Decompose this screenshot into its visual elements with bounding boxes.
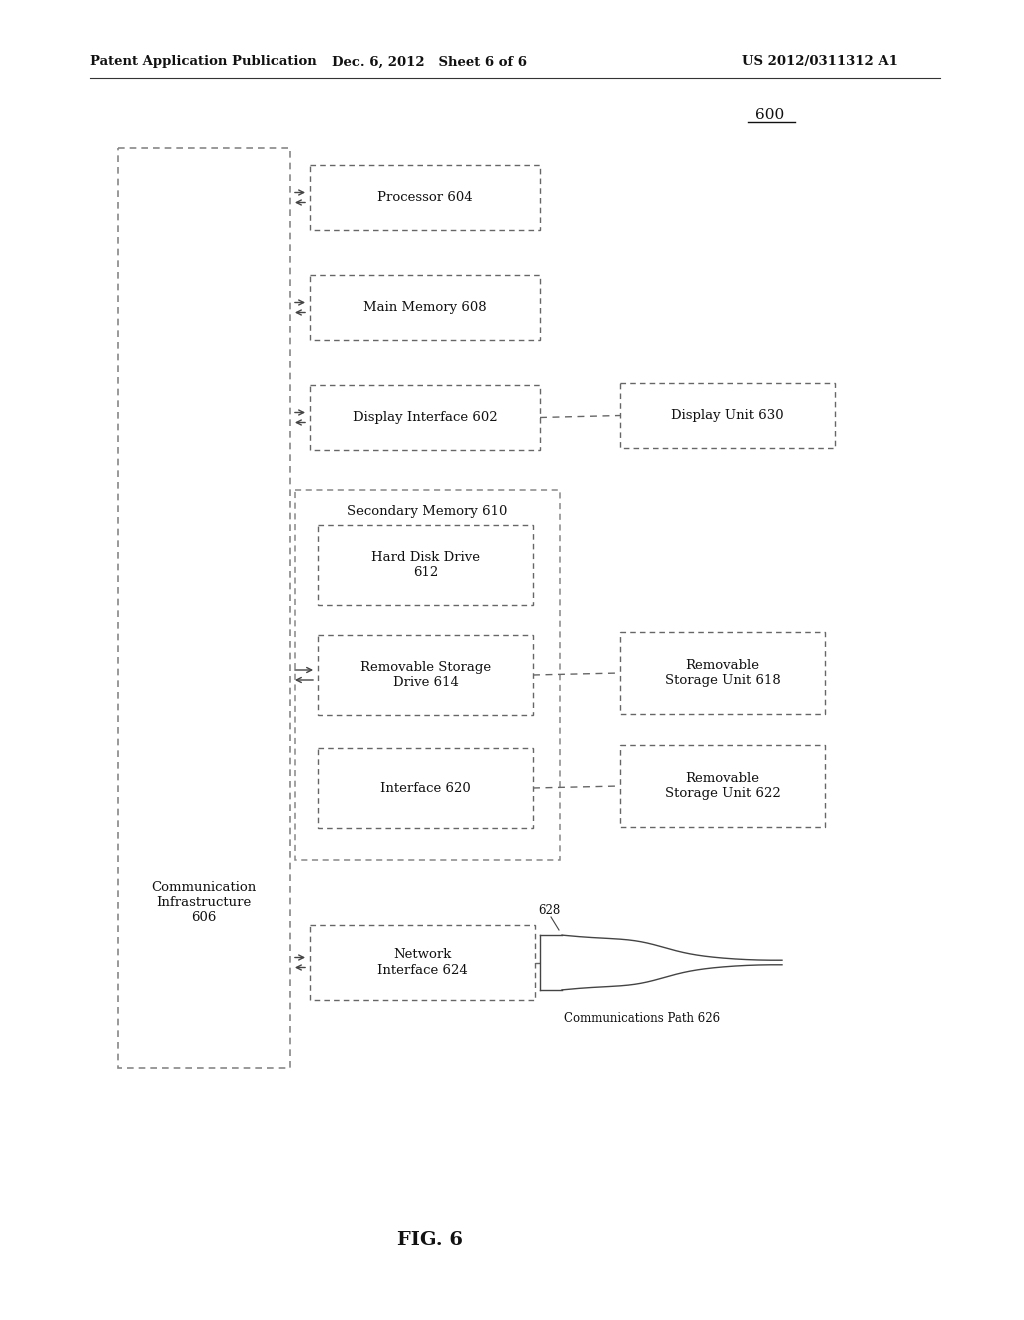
Text: Processor 604: Processor 604 xyxy=(377,191,473,205)
Text: Main Memory 608: Main Memory 608 xyxy=(364,301,486,314)
Bar xyxy=(118,148,290,1068)
Bar xyxy=(318,635,534,715)
Text: Hard Disk Drive
612: Hard Disk Drive 612 xyxy=(371,550,480,579)
Text: Removable
Storage Unit 618: Removable Storage Unit 618 xyxy=(665,659,780,686)
Text: Communications Path 626: Communications Path 626 xyxy=(564,1012,720,1026)
Bar xyxy=(310,385,540,450)
Text: Interface 620: Interface 620 xyxy=(380,781,471,795)
Bar xyxy=(295,490,560,861)
Text: Removable
Storage Unit 622: Removable Storage Unit 622 xyxy=(665,772,780,800)
Text: Dec. 6, 2012   Sheet 6 of 6: Dec. 6, 2012 Sheet 6 of 6 xyxy=(333,55,527,69)
Text: Display Unit 630: Display Unit 630 xyxy=(671,409,783,422)
Text: Patent Application Publication: Patent Application Publication xyxy=(90,55,316,69)
Bar xyxy=(620,744,825,828)
Text: Network
Interface 624: Network Interface 624 xyxy=(377,949,468,977)
Text: Communication
Infrastructure
606: Communication Infrastructure 606 xyxy=(152,880,257,924)
Bar xyxy=(310,165,540,230)
Text: Secondary Memory 610: Secondary Memory 610 xyxy=(347,506,508,519)
Text: Display Interface 602: Display Interface 602 xyxy=(352,411,498,424)
Text: FIG. 6: FIG. 6 xyxy=(397,1232,463,1249)
Text: 600: 600 xyxy=(756,108,784,121)
Bar xyxy=(310,275,540,341)
Text: 628: 628 xyxy=(538,904,560,917)
Text: US 2012/0311312 A1: US 2012/0311312 A1 xyxy=(742,55,898,69)
Bar xyxy=(620,632,825,714)
Bar xyxy=(620,383,835,447)
Bar xyxy=(310,925,535,1001)
Bar xyxy=(318,525,534,605)
Text: Removable Storage
Drive 614: Removable Storage Drive 614 xyxy=(360,661,492,689)
Bar xyxy=(318,748,534,828)
